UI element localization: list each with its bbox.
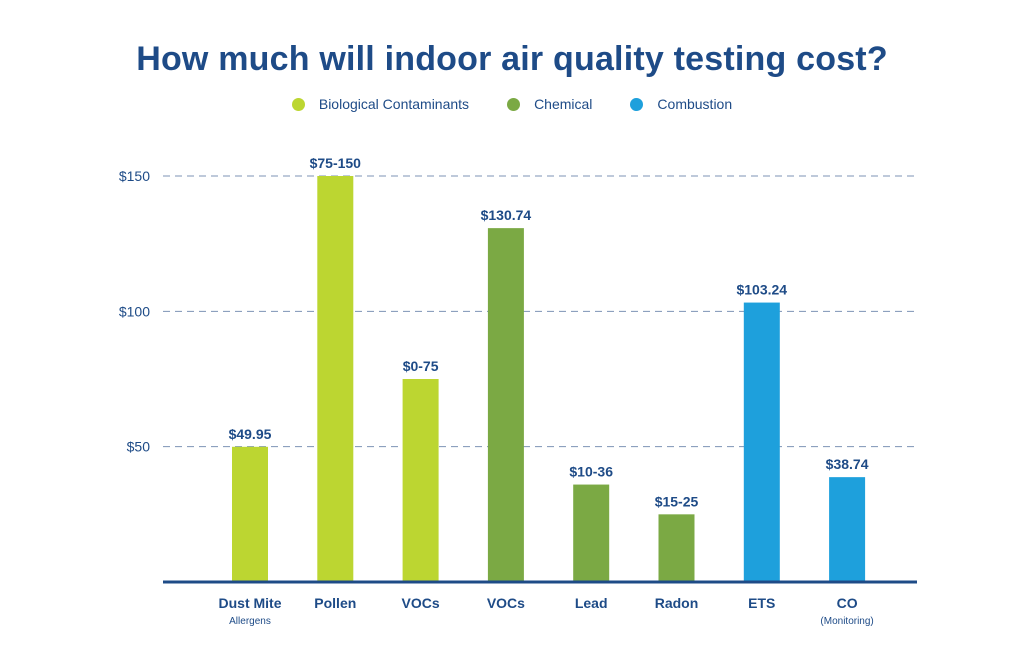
data-label: $15-25 [655,493,699,509]
legend: Biological Contaminants Chemical Combust… [0,96,1024,112]
x-tick-label: VOCs [402,595,440,611]
legend-item-chemical: Chemical [507,96,592,112]
x-tick-label: ETS [748,595,775,611]
x-tick-sublabel: (Monitoring) [820,616,873,627]
bar [232,446,268,582]
data-label: $38.74 [826,456,869,472]
bar [743,302,780,582]
bar [829,477,866,582]
x-tick-label: Lead [575,595,608,611]
y-tick-label: $150 [119,168,150,184]
x-tick-sublabel: Allergens [229,616,271,627]
y-tick-label: $50 [127,439,151,455]
bar [487,228,524,582]
legend-label-combustion: Combustion [657,96,733,112]
bar [402,379,439,582]
legend-item-biological: Biological Contaminants [291,96,470,112]
legend-swatch-biological [291,97,305,111]
data-label: $75-150 [310,155,362,171]
bar [658,514,695,582]
data-label: $103.24 [736,282,787,298]
data-label: $10-36 [569,464,613,480]
data-label: $49.95 [229,426,272,442]
legend-item-combustion: Combustion [630,96,732,112]
x-tick-label: Radon [655,595,699,611]
x-tick-label: VOCs [487,595,525,611]
x-tick-label: Pollen [314,595,356,611]
x-tick-label: Dust Mite [219,595,282,611]
bar [317,176,354,582]
legend-label-biological: Biological Contaminants [318,96,470,112]
x-tick-label: CO [837,595,858,611]
data-label: $0-75 [403,358,439,374]
chart-title: How much will indoor air quality testing… [136,40,888,78]
bar [573,484,610,582]
data-label: $130.74 [481,207,532,223]
legend-swatch-chemical [507,97,521,111]
y-tick-label: $100 [119,303,150,319]
legend-swatch-combustion [630,97,644,111]
legend-label-chemical: Chemical [534,96,593,112]
